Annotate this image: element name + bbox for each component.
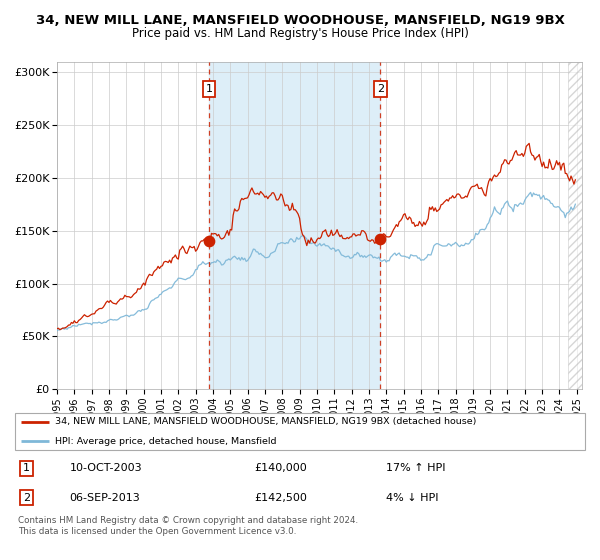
Text: 4% ↓ HPI: 4% ↓ HPI	[386, 493, 439, 503]
FancyBboxPatch shape	[15, 413, 585, 450]
Text: 2: 2	[377, 84, 384, 94]
Bar	[568, 62, 582, 389]
Point	[376, 234, 385, 243]
Text: 1: 1	[23, 463, 30, 473]
Text: 17% ↑ HPI: 17% ↑ HPI	[386, 463, 446, 473]
Text: 06-SEP-2013: 06-SEP-2013	[70, 493, 140, 503]
Bar	[568, 62, 582, 389]
Text: HPI: Average price, detached house, Mansfield: HPI: Average price, detached house, Mans…	[55, 437, 277, 446]
Text: Price paid vs. HM Land Registry's House Price Index (HPI): Price paid vs. HM Land Registry's House …	[131, 27, 469, 40]
Text: 34, NEW MILL LANE, MANSFIELD WOODHOUSE, MANSFIELD, NG19 9BX: 34, NEW MILL LANE, MANSFIELD WOODHOUSE, …	[35, 14, 565, 27]
Text: £140,000: £140,000	[254, 463, 307, 473]
Text: 10-OCT-2003: 10-OCT-2003	[70, 463, 142, 473]
Bar	[209, 62, 380, 389]
Text: 2: 2	[23, 493, 30, 503]
Text: £142,500: £142,500	[254, 493, 307, 503]
Text: 34, NEW MILL LANE, MANSFIELD WOODHOUSE, MANSFIELD, NG19 9BX (detached house): 34, NEW MILL LANE, MANSFIELD WOODHOUSE, …	[55, 417, 476, 426]
Text: 1: 1	[206, 84, 212, 94]
Point	[205, 237, 214, 246]
Text: Contains HM Land Registry data © Crown copyright and database right 2024.
This d: Contains HM Land Registry data © Crown c…	[18, 516, 358, 536]
